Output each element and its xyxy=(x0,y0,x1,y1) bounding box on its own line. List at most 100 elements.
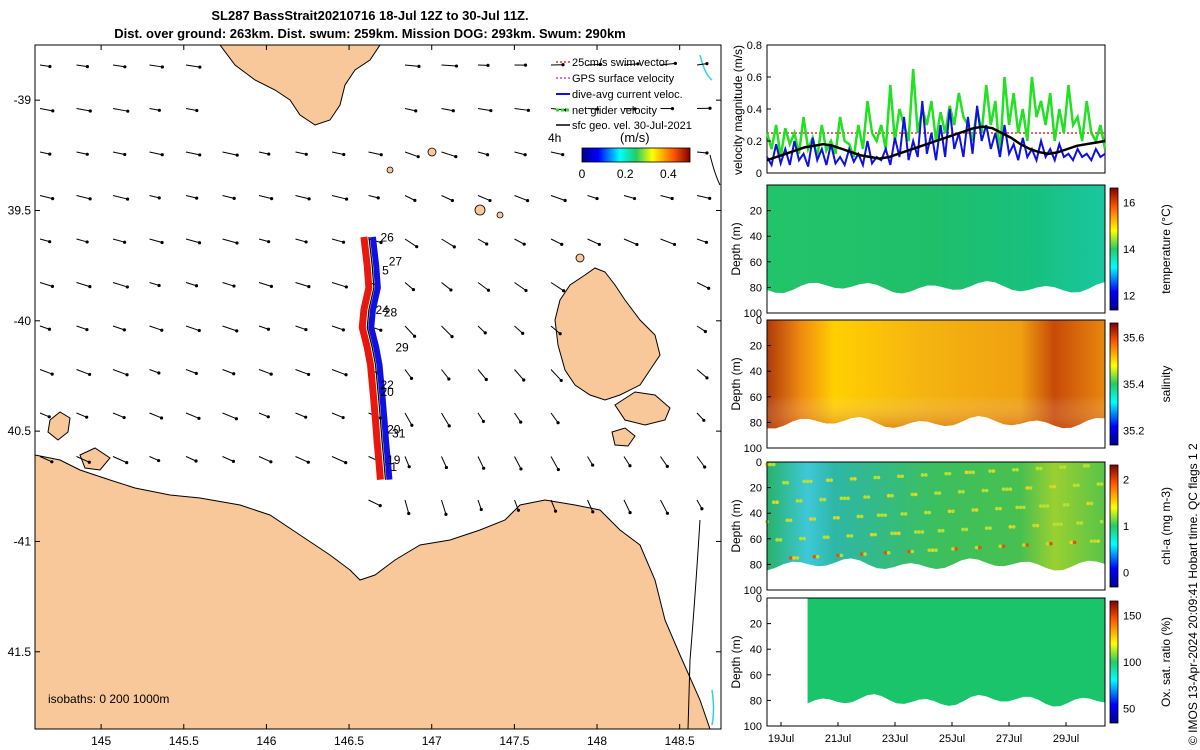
sfc-geo-arrow xyxy=(222,325,239,333)
sfc-geo-arrow xyxy=(441,325,454,339)
sfc-geo-arrow xyxy=(660,61,678,66)
depth-axis-label: Depth (m) xyxy=(729,499,743,552)
sfc-geo-arrow xyxy=(39,151,52,156)
track-day-label: 22 xyxy=(380,378,394,392)
depth-tick-label: 100 xyxy=(744,308,762,320)
colorbar-tick-label: 35.2 xyxy=(1123,425,1144,437)
profile-panel-temperature: 20 40 60 80 100 Depth (m) 12 14 16 temperature (°… xyxy=(729,184,1173,320)
sfc-geo-arrow xyxy=(550,456,560,472)
time-tick-label: 21Jul xyxy=(825,733,851,745)
map-x-tick-label: 145.5 xyxy=(169,734,199,748)
sfc-geo-arrow xyxy=(331,282,348,289)
sfc-geo-arrow xyxy=(185,325,201,333)
track-day-label: 26 xyxy=(380,230,394,244)
sfc-geo-arrow xyxy=(514,325,525,335)
sfc-geo-arrow xyxy=(76,195,92,201)
sfc-geo-arrow xyxy=(149,151,164,157)
track-day-label: 19 xyxy=(387,453,401,467)
sfc-geo-arrow xyxy=(222,238,239,245)
sfc-geo-arrow xyxy=(660,499,670,515)
sfc-geo-arrow xyxy=(295,282,311,289)
sfc-geo-arrow xyxy=(441,151,458,159)
sfc-geo-arrow xyxy=(404,369,414,380)
depth-tick-label: 100 xyxy=(744,585,762,597)
sfc-geo-arrow xyxy=(441,64,459,68)
sfc-geo-arrow xyxy=(696,412,706,422)
sfc-geo-arrow xyxy=(258,282,274,288)
time-x-ticks: 19Jul 21Jul 23Jul 25Jul 27Jul 29Jul xyxy=(768,722,1079,745)
sfc-geo-arrow xyxy=(258,151,271,156)
colorbar-tick-label: 0 xyxy=(579,167,586,181)
sfc-geo-arrow xyxy=(258,238,271,244)
sfc-geo-arrow xyxy=(368,151,383,157)
track-day-label: 27 xyxy=(389,255,403,269)
sfc-geo-arrow xyxy=(441,499,448,516)
sfc-geo-arrow xyxy=(514,369,526,382)
sfc-geo-arrow xyxy=(222,412,238,421)
sfc-geo-arrow xyxy=(623,238,639,247)
sfc-geo-arrow xyxy=(550,151,565,157)
sfc-geo-arrow xyxy=(39,282,55,288)
sfc-geo-arrow xyxy=(76,238,89,244)
sfc-geo-arrow xyxy=(623,456,632,468)
velocity-series-line xyxy=(766,125,1106,162)
sfc-geo-arrow xyxy=(660,238,677,247)
sfc-geo-arrow xyxy=(660,195,674,201)
sfc-geo-arrow xyxy=(404,195,417,202)
sfc-geo-arrow xyxy=(514,151,527,157)
depth-axis-label: Depth (m) xyxy=(729,357,743,410)
sfc-geo-arrow xyxy=(441,238,456,249)
sfc-geo-arrow xyxy=(185,282,199,288)
colorbar-tick-label: 2 xyxy=(1123,475,1129,487)
sfc-geo-arrow xyxy=(185,195,199,200)
sfc-geo-arrow xyxy=(39,195,55,201)
legend-entry-dive-avg: dive-avg current veloc. xyxy=(572,89,683,101)
depth-tick-label: 60 xyxy=(750,392,762,404)
sfc-geo-arrow xyxy=(514,412,523,424)
cape-barren-island xyxy=(614,391,671,426)
colorbar-tag: 4h xyxy=(548,131,561,145)
figure-title-line-1: SL287 BassStrait20210716 18-Jul 12Z to 3… xyxy=(211,8,529,23)
sfc-geo-arrow xyxy=(368,499,382,508)
colorbar-tick-label: 35.4 xyxy=(1123,379,1144,391)
sfc-geo-arrow xyxy=(258,369,273,376)
colorbar-tick-label: 12 xyxy=(1123,290,1135,302)
sfc-geo-arrow xyxy=(149,369,161,375)
depth-tick-label: 20 xyxy=(750,206,762,218)
sfc-geo-arrow xyxy=(696,369,709,380)
track-day-label: 1 xyxy=(390,460,397,474)
sfc-geo-arrow xyxy=(185,238,202,245)
map-x-tick-label: 147.5 xyxy=(499,734,529,748)
hunter-island xyxy=(79,447,111,471)
sfc-geo-arrow xyxy=(295,238,308,244)
depth-axis-label: Depth (m) xyxy=(729,635,743,688)
velocity-y-tick-label: 0.8 xyxy=(747,40,762,52)
colorbar-label: temperature (°C) xyxy=(1159,204,1173,294)
sfc-geo-arrow xyxy=(331,151,346,157)
colorbar-tick-label: 1 xyxy=(1123,521,1129,533)
credit-text: © IMOS 13-Apr-2024 20:09:41 Hobart time.… xyxy=(1186,443,1200,745)
western-islands xyxy=(47,411,71,441)
clarke-island xyxy=(611,427,636,447)
depth-tick-label: 80 xyxy=(750,417,762,429)
sfc-geo-arrow xyxy=(696,499,704,511)
sfc-geo-arrow xyxy=(112,151,127,157)
sfc-geo-arrow xyxy=(149,456,161,463)
depth-tick-label: 80 xyxy=(750,559,762,571)
sfc-geo-arrow xyxy=(696,456,707,469)
sfc-geo-arrow xyxy=(258,325,271,331)
sfc-geo-arrow xyxy=(76,108,92,113)
map-y-tick-label: -39 xyxy=(14,93,32,107)
depth-axis-label: Depth (m) xyxy=(729,222,743,275)
map-x-tick-label: 148 xyxy=(587,734,607,748)
sfc-geo-arrow xyxy=(76,325,89,332)
sfc-geo-arrow xyxy=(185,412,201,420)
tasmania-land xyxy=(35,454,711,729)
map-x-ticks: 145 145.5 146 146.5 147 147.5 148 148.5 xyxy=(91,45,695,748)
sfc-geo-arrow xyxy=(696,238,709,244)
depth-tick-label: 80 xyxy=(750,282,762,294)
profile-panel-salinity: 0 20 40 60 80 100 Depth (m) 35.2 35.4 35.6 salinit… xyxy=(729,315,1173,455)
sfc-geo-arrow xyxy=(477,151,490,157)
sfc-geo-arrow xyxy=(477,63,490,67)
sfc-geo-arrow xyxy=(39,108,55,113)
